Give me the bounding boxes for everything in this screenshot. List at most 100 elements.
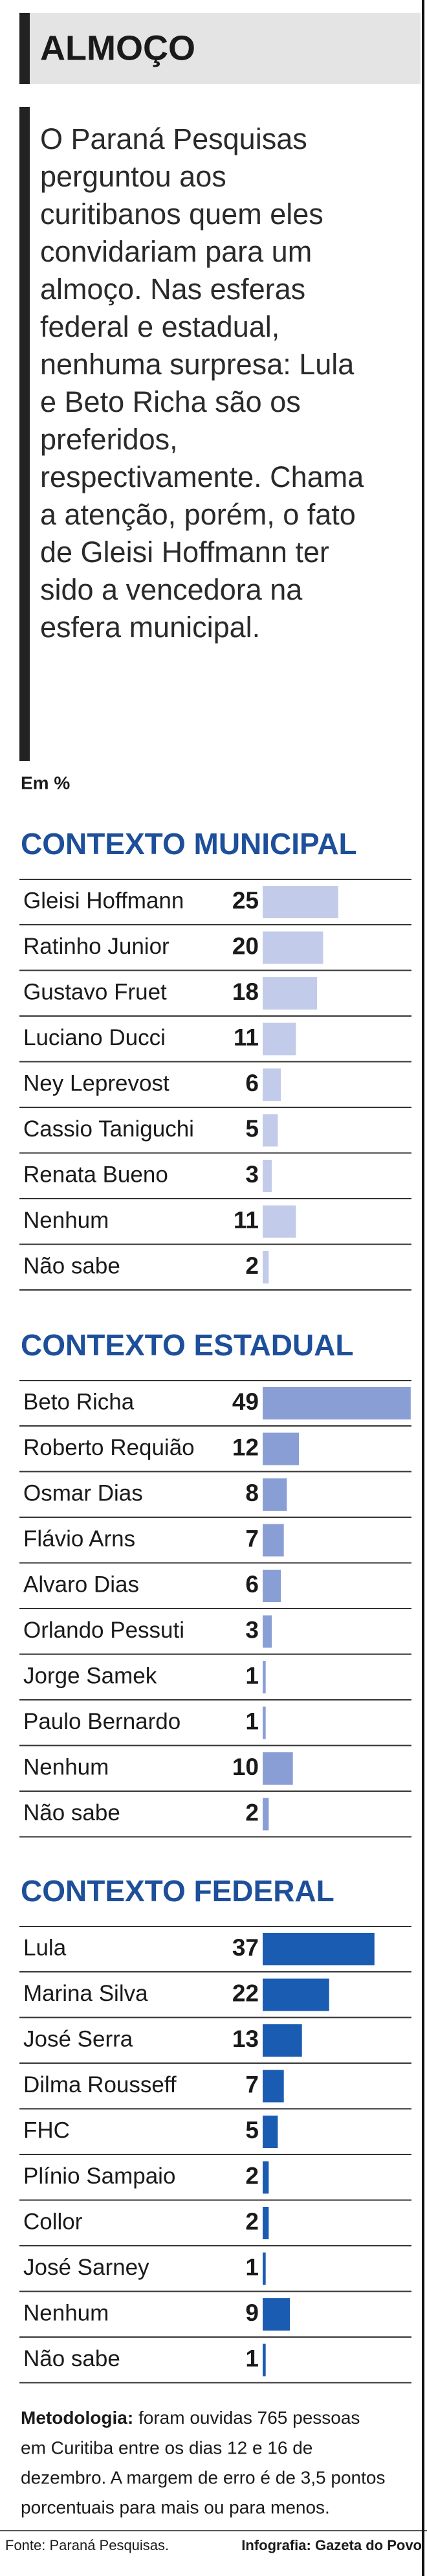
methodology-line: porcentuais para mais ou para menos. xyxy=(21,2497,330,2517)
value-label: 13 xyxy=(232,2026,259,2052)
section-title: CONTEXTO FEDERAL xyxy=(21,1874,334,1908)
bar xyxy=(263,1022,296,1056)
bar xyxy=(263,2161,269,2194)
header-accent xyxy=(19,13,30,84)
intro-line: sido a vencedora na xyxy=(40,573,303,606)
intro-line: de Gleisi Hoffmann ter xyxy=(40,536,329,569)
section-title: CONTEXTO ESTADUAL xyxy=(21,1328,354,1362)
intro-line: almoço. Nas esferas xyxy=(40,273,305,306)
unit-label: Em % xyxy=(21,773,70,793)
value-label: 2 xyxy=(245,2208,259,2235)
title: ALMOÇO xyxy=(40,28,195,67)
value-label: 7 xyxy=(245,1525,259,1552)
methodology-lines: em Curitiba entre os dias 12 e 16 de deze… xyxy=(21,2437,385,2517)
intro-line: convidariam para um xyxy=(40,235,312,268)
value-label: 3 xyxy=(245,1616,259,1643)
value-label: 6 xyxy=(245,1571,259,1598)
credit: Infografia: Gazeta do Povo xyxy=(241,2537,422,2553)
bar xyxy=(263,1205,296,1238)
category-label: Lula xyxy=(23,1935,67,1960)
category-label: Renata Bueno xyxy=(23,1162,168,1187)
category-label: Não sabe xyxy=(23,2346,120,2371)
category-label: Collor xyxy=(23,2209,83,2234)
value-label: 2 xyxy=(245,2162,259,2189)
category-label: Ney Leprevost xyxy=(23,1070,170,1096)
category-label: José Sarney xyxy=(23,2255,149,2280)
bar xyxy=(263,2344,266,2377)
value-label: 49 xyxy=(232,1388,259,1415)
category-label: José Serra xyxy=(23,2026,133,2051)
intro-line: a atenção, porém, o fato xyxy=(40,498,356,531)
bar xyxy=(263,2116,278,2148)
bar xyxy=(263,1570,281,1602)
category-label: Alvaro Dias xyxy=(23,1572,139,1597)
bar xyxy=(263,1114,278,1147)
source: Fonte: Paraná Pesquisas. xyxy=(5,2537,169,2553)
methodology-label: Metodologia: xyxy=(21,2408,133,2428)
category-label: Não sabe xyxy=(23,1253,120,1278)
value-label: 8 xyxy=(245,1480,259,1506)
value-label: 1 xyxy=(245,1708,259,1734)
category-label: Ratinho Junior xyxy=(23,934,170,959)
category-label: Gleisi Hoffmann xyxy=(23,888,184,913)
category-label: Paulo Bernardo xyxy=(23,1709,181,1734)
value-label: 10 xyxy=(232,1754,259,1780)
bar xyxy=(263,886,338,918)
bar xyxy=(263,2298,290,2331)
intro-line: respectivamente. Chama xyxy=(40,460,364,493)
bar xyxy=(263,1251,269,1283)
bar xyxy=(263,1068,281,1101)
value-label: 1 xyxy=(245,1662,259,1689)
category-label: Luciano Ducci xyxy=(23,1025,166,1050)
value-label: 5 xyxy=(245,2117,259,2143)
intro-line: O Paraná Pesquisas xyxy=(40,122,307,155)
category-label: Não sabe xyxy=(23,1800,120,1825)
value-label: 6 xyxy=(245,1070,259,1096)
category-label: Cassio Taniguchi xyxy=(23,1116,194,1142)
category-label: Dilma Rousseff xyxy=(23,2072,177,2097)
value-label: 25 xyxy=(232,887,259,914)
header-bg xyxy=(19,13,421,84)
category-label: Gustavo Fruet xyxy=(23,979,167,1004)
bar xyxy=(263,2207,269,2239)
value-label: 18 xyxy=(232,978,259,1005)
methodology-line: em Curitiba entre os dias 12 e 16 de xyxy=(21,2437,312,2457)
intro-line: perguntou aos xyxy=(40,160,226,193)
intro-line: preferidos, xyxy=(40,423,178,456)
category-label: Beto Richa xyxy=(23,1389,135,1414)
bar xyxy=(263,1933,375,1965)
value-label: 7 xyxy=(245,2071,259,2097)
value-label: 11 xyxy=(234,1206,259,1233)
intro-line: nenhuma surpresa: Lula xyxy=(40,348,355,381)
intro-line: e Beto Richa são os xyxy=(40,385,301,418)
category-label: Nenhum xyxy=(23,1208,109,1233)
category-label: FHC xyxy=(23,2118,70,2143)
methodology: Metodologia: foram ouvidas 765 pessoas xyxy=(21,2408,360,2428)
methodology-text: foram ouvidas 765 pessoas xyxy=(138,2408,360,2428)
value-label: 5 xyxy=(245,1115,259,1142)
bar xyxy=(263,931,323,964)
category-label: Jorge Samek xyxy=(23,1663,157,1688)
category-label: Flávio Arns xyxy=(23,1526,135,1552)
value-label: 37 xyxy=(232,1934,259,1961)
intro-line: federal e estadual, xyxy=(40,310,279,343)
bar xyxy=(263,1432,300,1465)
value-label: 20 xyxy=(232,932,259,959)
value-label: 2 xyxy=(245,1252,259,1279)
value-label: 22 xyxy=(232,1980,259,2006)
bar xyxy=(263,977,318,1010)
bar xyxy=(263,1661,266,1693)
value-label: 9 xyxy=(245,2299,259,2326)
category-label: Orlando Pessuti xyxy=(23,1618,184,1643)
bar xyxy=(263,1798,269,1831)
intro-line: esfera municipal. xyxy=(40,611,260,644)
bar xyxy=(263,1524,284,1557)
bar xyxy=(263,1706,266,1739)
category-label: Osmar Dias xyxy=(23,1480,143,1506)
category-label: Nenhum xyxy=(23,2300,109,2325)
value-label: 1 xyxy=(245,2254,259,2280)
intro-accent xyxy=(19,107,30,761)
intro: O Paraná Pesquisas perguntou aos curitiban… xyxy=(40,122,364,644)
